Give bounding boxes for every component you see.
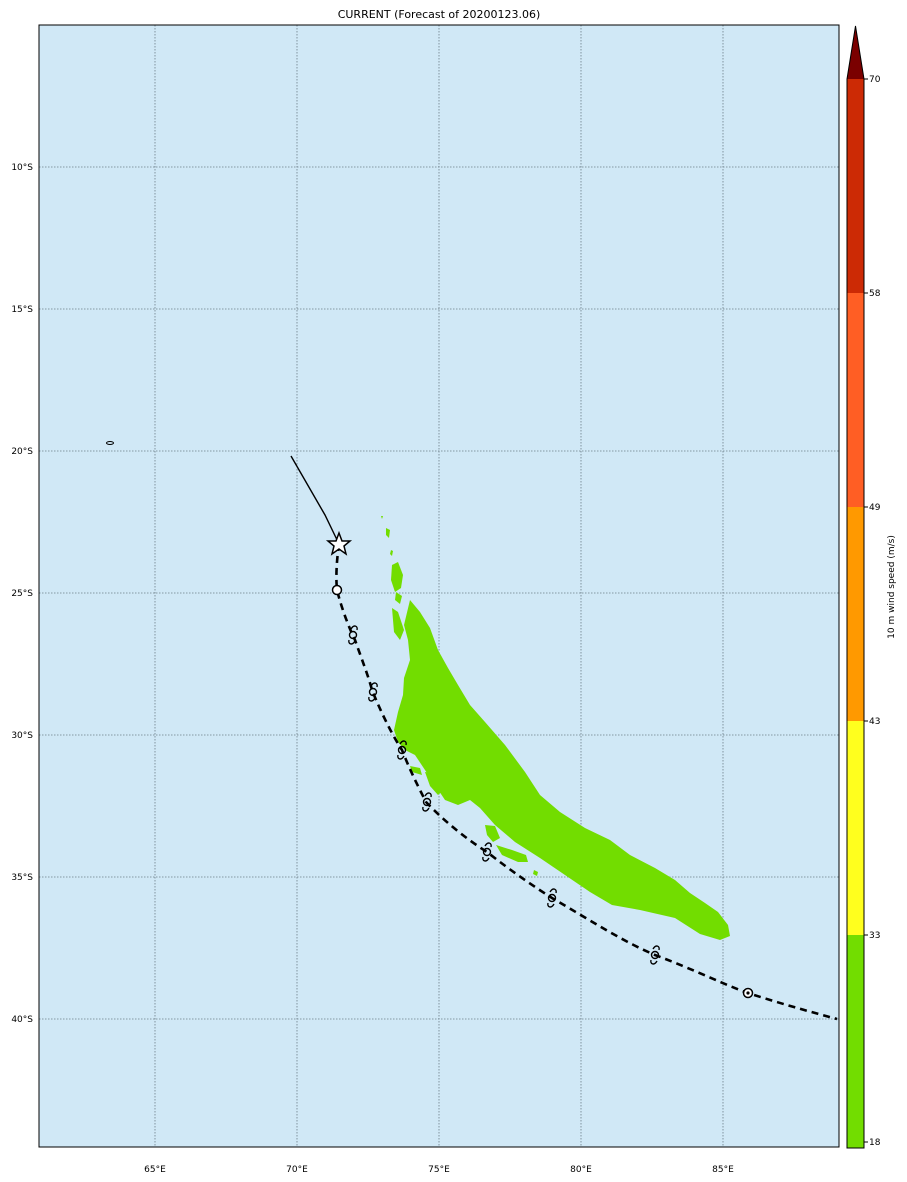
wind-swath-main	[394, 600, 730, 940]
cyclone-icon	[348, 625, 358, 645]
wind-swath-patch	[496, 845, 528, 862]
past-track-line	[290, 455, 340, 545]
cyclone-icon	[482, 842, 492, 862]
lon-tick-labels: 65°E 70°E 75°E 80°E 85°E	[144, 1165, 734, 1175]
cyclone-icon	[547, 888, 557, 908]
map-title: CURRENT (Forecast of 20200123.06)	[337, 8, 541, 21]
colorbar-tick-label: 18	[869, 1138, 881, 1148]
lon-tick-label: 85°E	[712, 1165, 734, 1175]
lat-tick-label: 40°S	[11, 1015, 33, 1025]
map-frame	[38, 24, 840, 1148]
wind-swath-patch	[425, 772, 446, 795]
colorbar-outline	[846, 25, 865, 1149]
lat-tick-label: 10°S	[11, 163, 33, 173]
lat-tick-label: 15°S	[11, 305, 33, 315]
colorbar-segment	[847, 293, 864, 507]
colorbar-tick-label: 58	[869, 289, 881, 299]
wind-swath-patch	[381, 516, 383, 519]
lat-tick-label: 20°S	[11, 447, 33, 457]
lon-tick-label: 80°E	[570, 1165, 592, 1175]
open-circle-icon	[746, 991, 750, 995]
colorbar-segment	[847, 79, 864, 293]
colorbar-extend-arrow	[847, 26, 864, 79]
lon-tick-label: 65°E	[144, 1165, 166, 1175]
lat-tick-label: 30°S	[11, 731, 33, 741]
wind-swath-patch	[392, 608, 404, 640]
wind-swath-patch	[386, 528, 390, 538]
lat-tick-label: 35°S	[11, 873, 33, 883]
island-outline	[106, 441, 114, 445]
wind-swath	[381, 516, 730, 940]
cyclone-icon	[650, 945, 660, 965]
colorbar-tick-label: 70	[869, 75, 881, 85]
star-icon	[325, 530, 353, 556]
cyclone-icon	[368, 682, 378, 702]
cyclone-icon	[422, 792, 432, 812]
lon-tick-label: 70°E	[286, 1165, 308, 1175]
colorbar-segment	[847, 507, 864, 721]
wind-swath-patch	[391, 562, 403, 592]
colorbar-segment	[847, 721, 864, 935]
lon-tick-label: 75°E	[428, 1165, 450, 1175]
lat-tick-label: 25°S	[11, 589, 33, 599]
cyclone-icon	[397, 740, 407, 760]
colorbar-label: 10 m wind speed (m/s)	[887, 535, 897, 639]
meridian-gridlines	[154, 25, 724, 1147]
lat-tick-labels: 10°S 15°S 20°S 25°S 30°S 35°S 40°S	[11, 163, 33, 1025]
colorbar: 18 33 43 49 58 70 10 m wind speed (m/s)	[846, 25, 897, 1149]
colorbar-tick-label: 33	[869, 931, 880, 941]
colorbar-tick-label: 43	[869, 717, 880, 727]
wind-swath-patch	[410, 766, 422, 775]
wind-swath-patch	[485, 825, 500, 842]
wind-swath-patch	[395, 592, 402, 604]
open-circle-icon	[331, 584, 343, 596]
wind-swath-patch	[390, 550, 393, 556]
wind-swath-patch	[533, 870, 538, 876]
colorbar-tick-label: 49	[869, 503, 881, 513]
colorbar-segment	[847, 935, 864, 1148]
